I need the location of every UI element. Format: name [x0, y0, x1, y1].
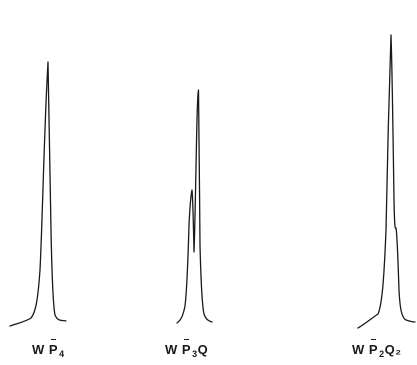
spectrum-1-trace [9, 61, 67, 327]
spectrum-2-trace [176, 89, 213, 324]
spectrum-2-label-letter: P [181, 339, 192, 357]
spectrum-2-label-subscript: 3 [192, 349, 198, 359]
spectrum-1-label-letter: P [48, 339, 59, 357]
spectrum-2-label-prefix: W [165, 342, 178, 357]
spectrum-1-label-subscript: 4 [59, 349, 65, 359]
spectrum-1-label: W P4 [32, 339, 65, 359]
spectrum-3-label: W P2Q₂ [352, 339, 402, 359]
spectrum-2-label-suffix: Q [197, 342, 209, 357]
spectrum-3-label-suffix: Q₂ [384, 342, 402, 357]
spectrum-1-label-prefix: W [32, 342, 45, 357]
spectrum-3-label-prefix: W [352, 342, 365, 357]
spectrum-3-trace [357, 34, 416, 329]
spectrum-2-label: W P3Q [165, 339, 209, 359]
spectrum-3-label-subscript: 2 [379, 349, 385, 359]
spectrum-3-label-letter: P [368, 339, 379, 357]
